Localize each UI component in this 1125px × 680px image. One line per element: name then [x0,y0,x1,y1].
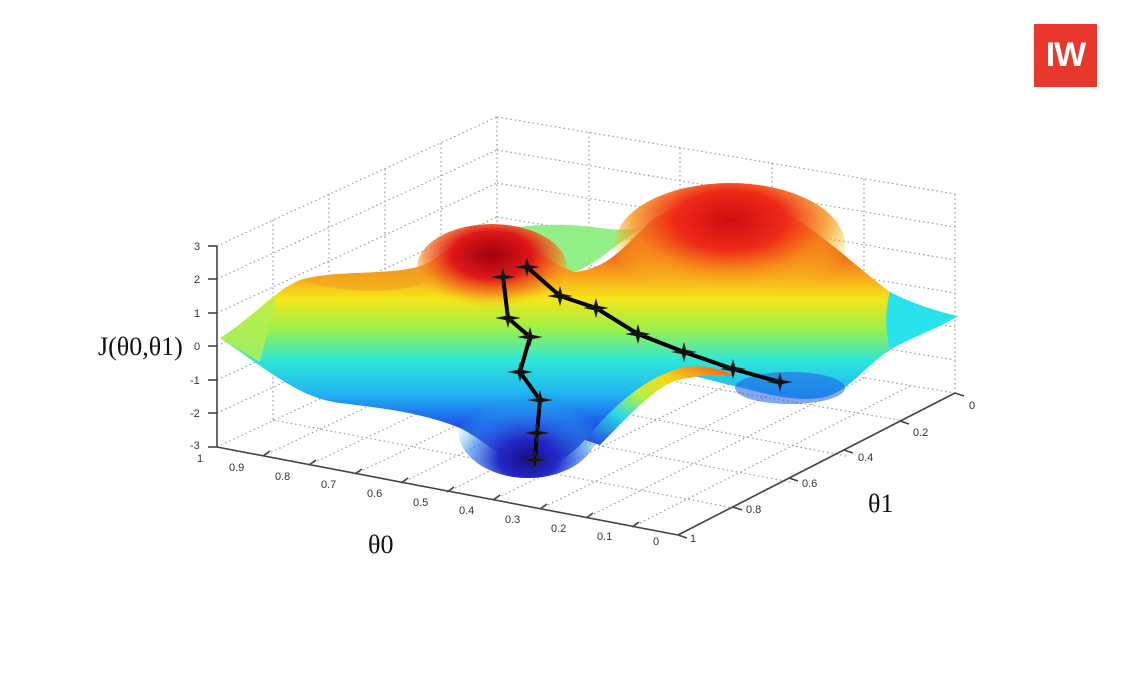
theta0-tick-label: 0.2 [551,523,566,535]
theta1-tick-label: 1 [690,533,696,545]
iw-logo: IW [1034,24,1097,87]
theta0-tick-label: 0.1 [597,531,612,543]
theta0-tick-label: 0.9 [229,462,244,474]
theta1-tick-label: 0.6 [802,478,817,490]
theta0-tick-label: 0.8 [275,471,290,483]
j-axis-ticks: 3 2 1 0 -1 -2 -3 [190,241,217,452]
theta0-tick-label: 0.3 [505,514,520,526]
z-axis-title: J(θ0,θ1) [98,332,183,361]
theta0-tick-label: 0.6 [367,488,382,500]
theta0-axis-ticks: 1 0.9 0.8 0.7 0.6 0.5 0.4 0.3 0.2 0.1 0 [197,450,659,548]
j-tick-label: 3 [194,241,200,253]
theta0-tick-label: 0.5 [413,497,428,509]
j-tick-label: 0 [194,341,200,353]
cost-surface [220,183,958,478]
y-axis-title: θ1 [868,489,893,518]
x-axis-title: θ0 [368,530,393,559]
j-tick-label: -3 [190,440,200,452]
theta1-tick-label: 0.2 [913,427,928,439]
theta1-tick-label: 0 [969,400,975,412]
j-tick-label: 1 [194,308,200,320]
j-tick-label: 2 [194,274,200,286]
j-tick-label: -1 [190,375,200,387]
theta0-tick-label: 0.7 [321,479,336,491]
theta1-tick-label: 0.4 [858,452,873,464]
j-tick-label: -2 [190,408,200,420]
theta0-tick-label: 1 [197,453,203,465]
theta1-tick-label: 0.8 [746,504,761,516]
theta0-tick-label: 0 [653,536,659,548]
descent-path-2 [514,257,793,392]
theta1-axis-ticks: 0 0.2 0.4 0.6 0.8 1 [677,392,975,545]
theta0-tick-label: 0.4 [459,505,474,517]
descent-path-1 [490,267,553,470]
